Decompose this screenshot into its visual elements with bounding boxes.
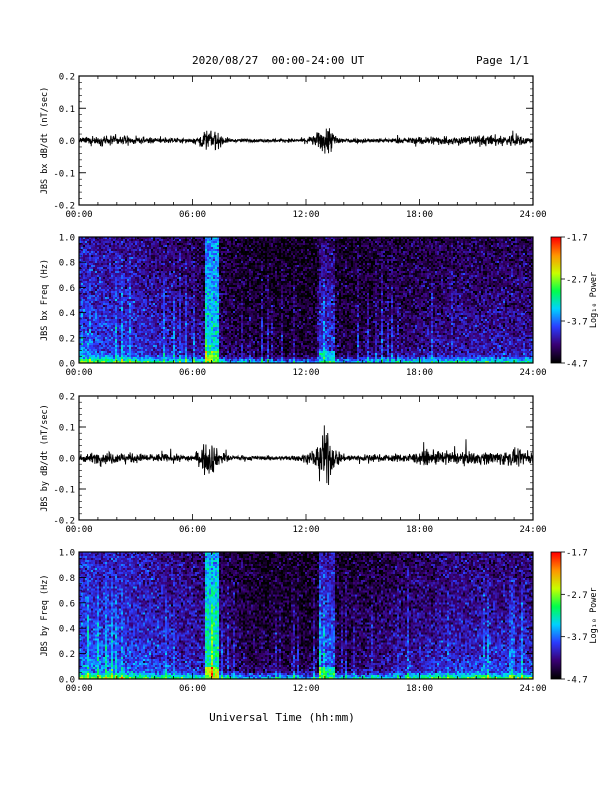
y-tick-label: 0.2 xyxy=(59,650,75,660)
y-tick-label: 1.0 xyxy=(59,549,75,559)
panel-1: 00:00 06:00 12:00 18:00 24:00 -0.2 -0.1 0.0 0.1 0… xyxy=(40,73,547,221)
y-tick-label: 0.1 xyxy=(59,424,75,434)
y-tick-label: 0.0 xyxy=(59,455,75,465)
y-tick-label: -0.2 xyxy=(53,202,75,212)
y-tick-label: -0.2 xyxy=(53,517,75,527)
x-tick-label: 06:00 xyxy=(179,368,206,378)
colorbar-tick-label: -2.7 xyxy=(566,276,588,286)
x-tick-label: 24:00 xyxy=(519,368,546,378)
colorbar-tick-label: -3.7 xyxy=(566,633,588,643)
y-tick-label: 0.0 xyxy=(59,137,75,147)
y-tick-label: 0.8 xyxy=(59,259,75,269)
y-axis-label: JBS by dB/dt (nT/sec) xyxy=(40,404,50,511)
figure-title: 2020/08/27 00:00-24:00 UT xyxy=(192,54,365,67)
y-tick-label: 0.4 xyxy=(59,625,75,635)
x-tick-label: 12:00 xyxy=(292,525,319,535)
colorbar xyxy=(551,237,561,363)
y-tick-label: 0.0 xyxy=(59,360,75,370)
colorbar-label: Log₁₀ Power xyxy=(589,272,599,328)
y-tick-label: 0.2 xyxy=(59,73,75,83)
x-tick-label: 24:00 xyxy=(519,525,546,535)
colorbar-label: Log₁₀ Power xyxy=(589,587,599,643)
trace-line xyxy=(78,425,534,485)
y-axis-label: JBS by Freq (Hz) xyxy=(40,575,50,657)
y-tick-label: 1.0 xyxy=(59,234,75,244)
y-tick-label: 0.2 xyxy=(59,334,75,344)
y-tick-label: 0.1 xyxy=(59,105,75,115)
colorbar-tick-label: -4.7 xyxy=(566,360,588,370)
y-axis-label: JBS bx Freq (Hz) xyxy=(40,259,50,341)
x-tick-label: 24:00 xyxy=(519,684,546,694)
colorbar-tick-label: -1.7 xyxy=(566,549,588,559)
y-tick-label: 0.4 xyxy=(59,309,75,319)
x-tick-label: 24:00 xyxy=(519,210,546,220)
panel-4: -1.7 -2.7 -3.7 -4.7 Log₁₀ Power 00:00 06:00 12:… xyxy=(40,549,599,725)
x-tick-label: 00:00 xyxy=(65,525,92,535)
colorbar-frame xyxy=(550,551,562,680)
colorbar xyxy=(551,552,561,679)
colorbar-tick-label: -4.7 xyxy=(566,676,588,686)
x-tick-label: 18:00 xyxy=(406,525,433,535)
panel-3: 00:00 06:00 12:00 18:00 24:00 -0.2 -0.1 0.0 0.1 0… xyxy=(40,393,547,536)
colorbar-frame xyxy=(550,236,562,364)
colorbar-tick-label: -3.7 xyxy=(566,318,588,328)
y-tick-label: 0.6 xyxy=(59,599,75,609)
x-tick-label: 18:00 xyxy=(406,210,433,220)
panel-2: -1.7 -2.7 -3.7 -4.7 Log₁₀ Power 00:00 06:00 12:… xyxy=(40,234,599,379)
x-tick-label: 06:00 xyxy=(179,684,206,694)
x-tick-label: 12:00 xyxy=(292,684,319,694)
page-indicator: Page 1/1 xyxy=(476,54,529,67)
y-axis-label: JBS bx dB/dt (nT/sec) xyxy=(40,87,50,194)
colorbar-tick-label: -2.7 xyxy=(566,591,588,601)
y-tick-label: 0.2 xyxy=(59,393,75,403)
x-tick-label: 00:00 xyxy=(65,368,92,378)
x-tick-label: 12:00 xyxy=(292,210,319,220)
x-axis-label: Universal Time (hh:mm) xyxy=(209,711,355,724)
x-tick-label: 18:00 xyxy=(406,368,433,378)
colorbar-tick-label: -1.7 xyxy=(566,234,588,244)
x-tick-label: 06:00 xyxy=(179,525,206,535)
trace-line xyxy=(78,128,534,154)
spectrogram-image xyxy=(79,237,533,363)
x-tick-label: 06:00 xyxy=(179,210,206,220)
y-tick-label: -0.1 xyxy=(53,486,75,496)
y-tick-label: 0.0 xyxy=(59,676,75,686)
y-tick-label: 0.8 xyxy=(59,574,75,584)
x-tick-label: 12:00 xyxy=(292,368,319,378)
x-tick-label: 00:00 xyxy=(65,210,92,220)
spectrogram-image xyxy=(79,552,533,679)
y-tick-label: -0.1 xyxy=(53,169,75,179)
x-tick-label: 00:00 xyxy=(65,684,92,694)
x-tick-label: 18:00 xyxy=(406,684,433,694)
y-tick-label: 0.6 xyxy=(59,284,75,294)
